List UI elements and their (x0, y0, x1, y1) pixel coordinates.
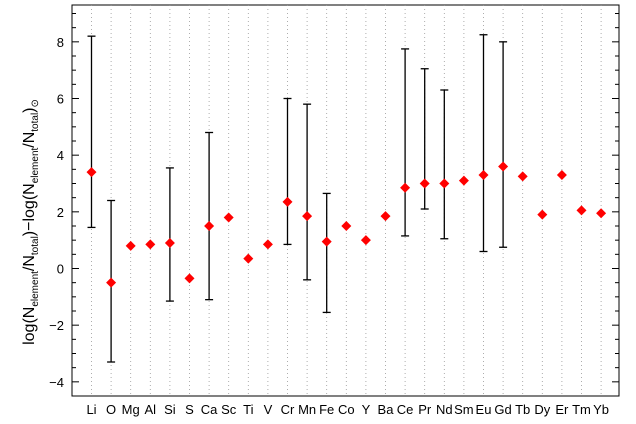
plot-border (71, 4, 620, 397)
data-point (164, 238, 175, 248)
y-tick-label: 6 (57, 92, 64, 107)
y-axis-ticks: −4 −2 0 2 4 6 8 (49, 13, 619, 397)
y-tick-label: −2 (49, 318, 64, 333)
y-tick-label: −4 (49, 375, 64, 390)
y-tick-label: 4 (57, 148, 64, 163)
x-tick-label: Co (338, 402, 355, 417)
data-point (262, 239, 273, 250)
data-point (223, 212, 234, 223)
x-tick-label: Pr (418, 402, 432, 417)
x-tick-label: Tb (515, 402, 530, 417)
x-tick-label: Eu (476, 402, 492, 417)
y-axis-label: log(Nelement/Ntotal)−log(Nelement/Ntotal… (21, 99, 41, 345)
data-point (360, 235, 371, 246)
y-tick-label: 2 (57, 205, 64, 220)
x-tick-label: Li (86, 402, 96, 417)
data-point (302, 211, 313, 222)
x-tick-label: Ca (201, 402, 218, 417)
data-point (321, 236, 332, 247)
data-point (556, 170, 567, 180)
data-point (282, 196, 293, 207)
x-tick-label: O (106, 402, 116, 417)
data-point (458, 175, 469, 186)
x-tick-label: V (264, 402, 273, 417)
data-point (439, 178, 450, 189)
x-tick-label: S (185, 402, 194, 417)
x-tick-label: Sm (454, 402, 474, 417)
data-point (576, 205, 587, 216)
data-point (478, 170, 489, 180)
x-tick-label: Ba (378, 402, 395, 417)
x-tick-label: Al (145, 402, 157, 417)
data-point (498, 161, 509, 172)
data-point (204, 221, 215, 231)
data-point (419, 178, 430, 189)
x-tick-label: Mn (298, 402, 316, 417)
x-tick-label: Y (362, 402, 371, 417)
x-tick-label: Sc (221, 402, 237, 417)
data-point (380, 211, 391, 222)
error-bars (87, 34, 508, 363)
x-tick-label: Er (555, 402, 569, 417)
x-tick-label: Ce (397, 402, 414, 417)
vertical-grid-lines (91, 5, 602, 396)
x-tick-label: Gd (494, 402, 511, 417)
x-tick-label: Ti (243, 402, 253, 417)
data-point (400, 182, 411, 193)
x-tick-label: Cr (281, 402, 295, 417)
y-tick-label: 8 (57, 35, 64, 50)
x-tick-label: Si (164, 402, 176, 417)
data-point (243, 253, 254, 264)
x-tick-label: Tm (572, 402, 591, 417)
plot-frame (71, 4, 620, 397)
data-point (86, 167, 97, 178)
x-axis-labels: Li O Mg Al Si S Ca Sc Ti V Cr Mn Fe Co Y Ba Ce Pr Nd Sm Eu Gd… (86, 402, 609, 417)
data-point (145, 239, 156, 250)
y-tick-label: 0 (57, 262, 64, 277)
data-point (125, 240, 136, 251)
data-point (537, 209, 548, 220)
x-tick-label: Nd (436, 402, 453, 417)
x-tick-label: Mg (122, 402, 140, 417)
data-markers (86, 161, 607, 288)
data-point (341, 221, 352, 231)
data-point (596, 208, 607, 219)
data-point (517, 171, 528, 182)
x-tick-label: Dy (534, 402, 550, 417)
x-tick-label: Fe (319, 402, 334, 417)
x-tick-label: Yb (593, 402, 609, 417)
data-point (106, 277, 117, 288)
data-point (184, 273, 195, 284)
